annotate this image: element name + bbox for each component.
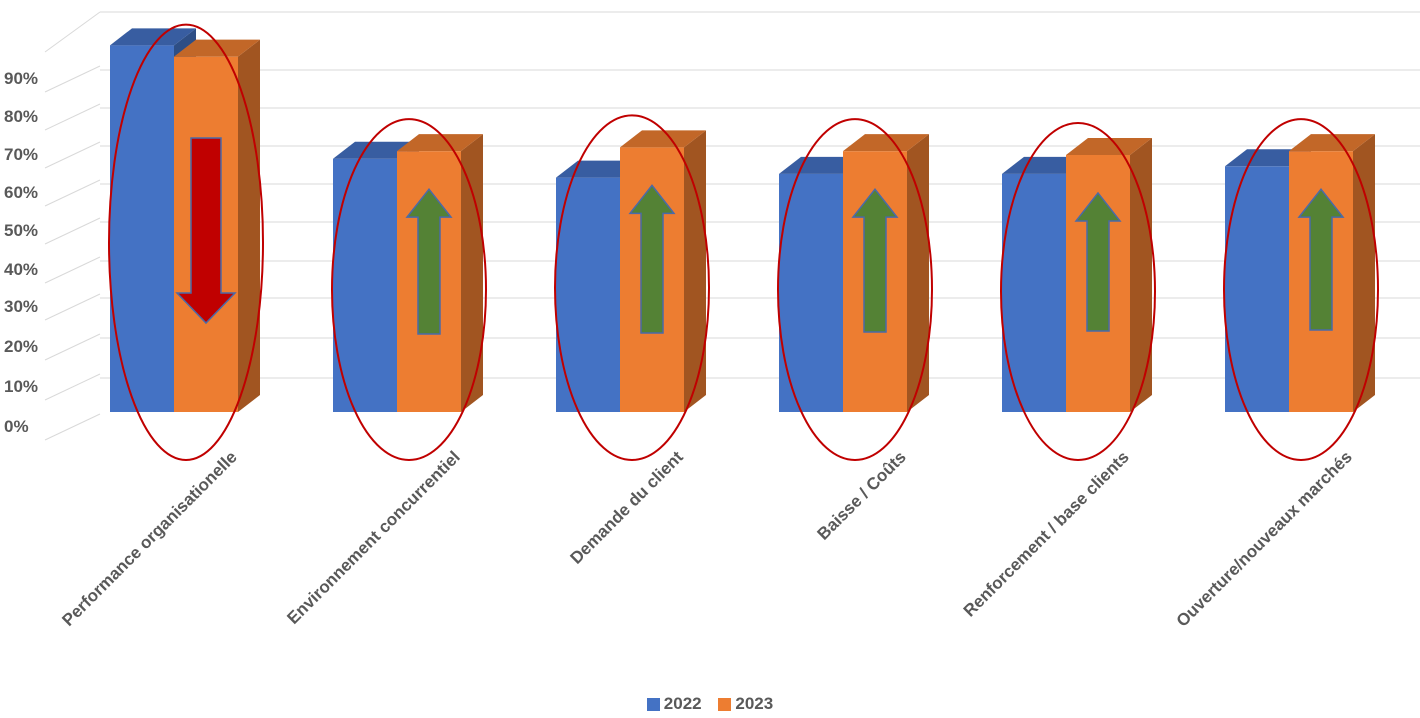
legend-item-2023: 2023 (718, 694, 773, 714)
highlight-ellipse (331, 118, 487, 461)
y-tick-label: 50% (4, 221, 38, 240)
up-arrow-icon (405, 187, 453, 335)
y-tick-label: 90% (4, 69, 38, 88)
category-label: Baisse / Coûts (814, 447, 910, 543)
trend-arrows (175, 137, 1345, 335)
up-arrow-icon (628, 184, 676, 334)
legend-swatch-2022 (646, 697, 660, 711)
bar-top (620, 130, 706, 148)
y-tick-label: 40% (4, 260, 38, 279)
bar-side (238, 39, 260, 413)
y-tick-label: 0% (4, 417, 29, 436)
bar-front (110, 45, 174, 413)
y-tick-label: 80% (4, 107, 38, 126)
bar-front (556, 177, 620, 412)
legend-swatch-2023 (718, 697, 732, 711)
y-tick-label: 30% (4, 297, 38, 316)
y-axis-tick-labels: 0% 10% 20% 30% 40% 50% 60% 70% 80% 90% (4, 69, 38, 436)
gridline-depth (44, 333, 101, 361)
highlight-ellipse (1000, 121, 1156, 462)
bar-front (779, 173, 843, 412)
category-label: Ouverture/nouveaux marchés (1173, 447, 1356, 630)
highlight-ellipses (108, 23, 1379, 462)
gridline-depth (44, 293, 101, 321)
gridline-depth (44, 141, 101, 169)
gridlines (44, 11, 1420, 441)
bar-top (174, 39, 260, 57)
bar-top (843, 134, 929, 152)
gridline-depth (44, 11, 101, 53)
down-arrow-icon (175, 137, 237, 325)
legend-label-2022: 2022 (663, 694, 702, 713)
gridline-depth (44, 65, 101, 93)
highlight-ellipse (554, 114, 710, 462)
up-arrow-icon (1297, 187, 1345, 331)
category-label: Demande du client (567, 447, 688, 568)
category-label: Environnement concurrentiel (283, 447, 463, 627)
bar-front (1225, 166, 1289, 412)
category-label: Renforcement / base clients (960, 447, 1133, 620)
highlight-ellipse (777, 118, 933, 461)
bars (110, 28, 1375, 413)
y-tick-label: 20% (4, 337, 38, 356)
highlight-ellipse (108, 23, 264, 461)
legend-label-2023: 2023 (735, 694, 774, 713)
gridline-depth (44, 413, 101, 441)
bar-side (461, 134, 483, 412)
up-arrow-icon (851, 187, 899, 333)
gridline-depth (44, 217, 101, 245)
bar-front (1002, 173, 1066, 412)
bar-top (1289, 134, 1375, 152)
legend-item-2022: 2022 (646, 694, 702, 714)
bar-side (684, 130, 706, 412)
bar-side (1130, 137, 1152, 412)
legend: 2022 2023 (0, 694, 1420, 716)
y-tick-label: 10% (4, 377, 38, 396)
y-tick-label: 70% (4, 145, 38, 164)
bar-top (397, 134, 483, 152)
gridline-depth (44, 179, 101, 207)
bar-top (110, 28, 196, 46)
highlight-ellipse (1223, 118, 1379, 461)
x-axis-category-labels: Performance organisationelle Environnemen… (58, 447, 1355, 630)
bar-top (1066, 137, 1152, 155)
up-arrow-icon (1074, 191, 1122, 332)
y-tick-label: 60% (4, 183, 38, 202)
gridline-depth (44, 373, 101, 401)
bar-side (907, 134, 929, 412)
gridline-depth (44, 103, 101, 131)
bar-side (1353, 134, 1375, 412)
gridline-depth (44, 256, 101, 284)
category-label: Performance organisationelle (58, 447, 240, 629)
